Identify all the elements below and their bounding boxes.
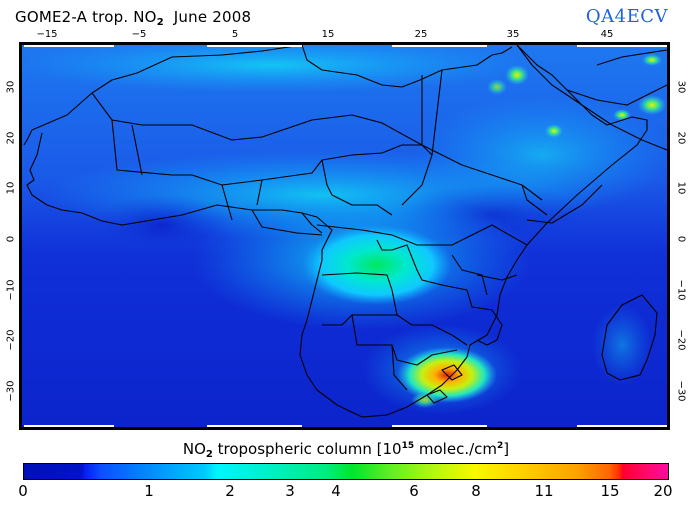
- colorbar-ticks: 0 1 2 3 4 6 8 11 15 20: [18, 482, 673, 502]
- lat-tick: 0: [5, 235, 17, 243]
- frame-tick-segment: [577, 425, 667, 427]
- lon-tick: 25: [414, 29, 428, 40]
- frame-tick-segment: [577, 45, 667, 47]
- colorbar-tick: 1: [144, 482, 154, 500]
- label-prefix: NO: [182, 440, 206, 458]
- colorbar-tick: 2: [225, 482, 235, 500]
- colorbar-tick: 4: [331, 482, 341, 500]
- colorbar-tick: 3: [285, 482, 295, 500]
- colorbar: [23, 463, 669, 480]
- frame-tick-segment: [207, 425, 302, 427]
- lat-tick: 0: [675, 235, 687, 243]
- title-date: June 2008: [173, 8, 252, 26]
- lon-tick: 45: [600, 29, 614, 40]
- label-superscript: 15: [401, 441, 415, 451]
- lat-tick: 10: [5, 181, 17, 195]
- left-latitude-ticks: 30 20 10 0 −10 −20 −30: [4, 42, 18, 430]
- lat-tick: −20: [5, 329, 17, 351]
- brand-label: QA4ECV: [585, 6, 668, 27]
- lon-tick: 15: [321, 29, 335, 40]
- colorbar-tick: 6: [409, 482, 419, 500]
- map-title: GOME2-A trop. NO2 June 2008: [15, 8, 251, 28]
- frame-tick-segment: [392, 45, 487, 47]
- label-unit: molec./cm: [418, 440, 498, 458]
- lat-tick: 30: [675, 80, 687, 94]
- lat-tick: 20: [5, 131, 17, 145]
- lat-tick: 20: [675, 131, 687, 145]
- africa-no2-heatmap: [22, 45, 667, 427]
- lat-tick: 10: [675, 181, 687, 195]
- label-mid: tropospheric column [10: [217, 440, 402, 458]
- title-subscript: 2: [156, 17, 164, 28]
- lat-tick: −30: [675, 380, 687, 402]
- title-prefix: GOME2-A trop. NO: [15, 8, 157, 26]
- frame-tick-segment: [392, 425, 487, 427]
- lon-tick: −5: [131, 29, 147, 40]
- lat-tick: −10: [675, 279, 687, 301]
- lat-tick: −20: [675, 329, 687, 351]
- lon-tick: −15: [36, 29, 58, 40]
- colorbar-tick: 20: [653, 482, 673, 500]
- colorbar-tick: 0: [18, 482, 28, 500]
- frame-tick-segment: [24, 425, 114, 427]
- lat-tick: −10: [5, 279, 17, 301]
- colorbar-tick: 15: [600, 482, 620, 500]
- colorbar-tick: 8: [471, 482, 481, 500]
- colorbar-tick: 11: [534, 482, 554, 500]
- lat-tick: 30: [5, 80, 17, 94]
- frame-tick-segment: [24, 45, 114, 47]
- top-longitude-ticks: −15 −5 5 15 25 35 45: [22, 29, 670, 43]
- label-subscript: 2: [205, 449, 213, 460]
- lon-tick: 5: [231, 29, 239, 40]
- lon-tick: 35: [506, 29, 520, 40]
- lat-tick: −30: [5, 380, 17, 402]
- frame-tick-segment: [207, 45, 302, 47]
- label-end: ]: [503, 440, 510, 458]
- label-superscript-2: 2: [497, 441, 504, 451]
- no2-map: [19, 42, 670, 430]
- right-latitude-ticks: 30 20 10 0 −10 −20 −30: [674, 42, 688, 430]
- colorbar-title: NO2 tropospheric column [1015 molec./cm2…: [0, 440, 692, 460]
